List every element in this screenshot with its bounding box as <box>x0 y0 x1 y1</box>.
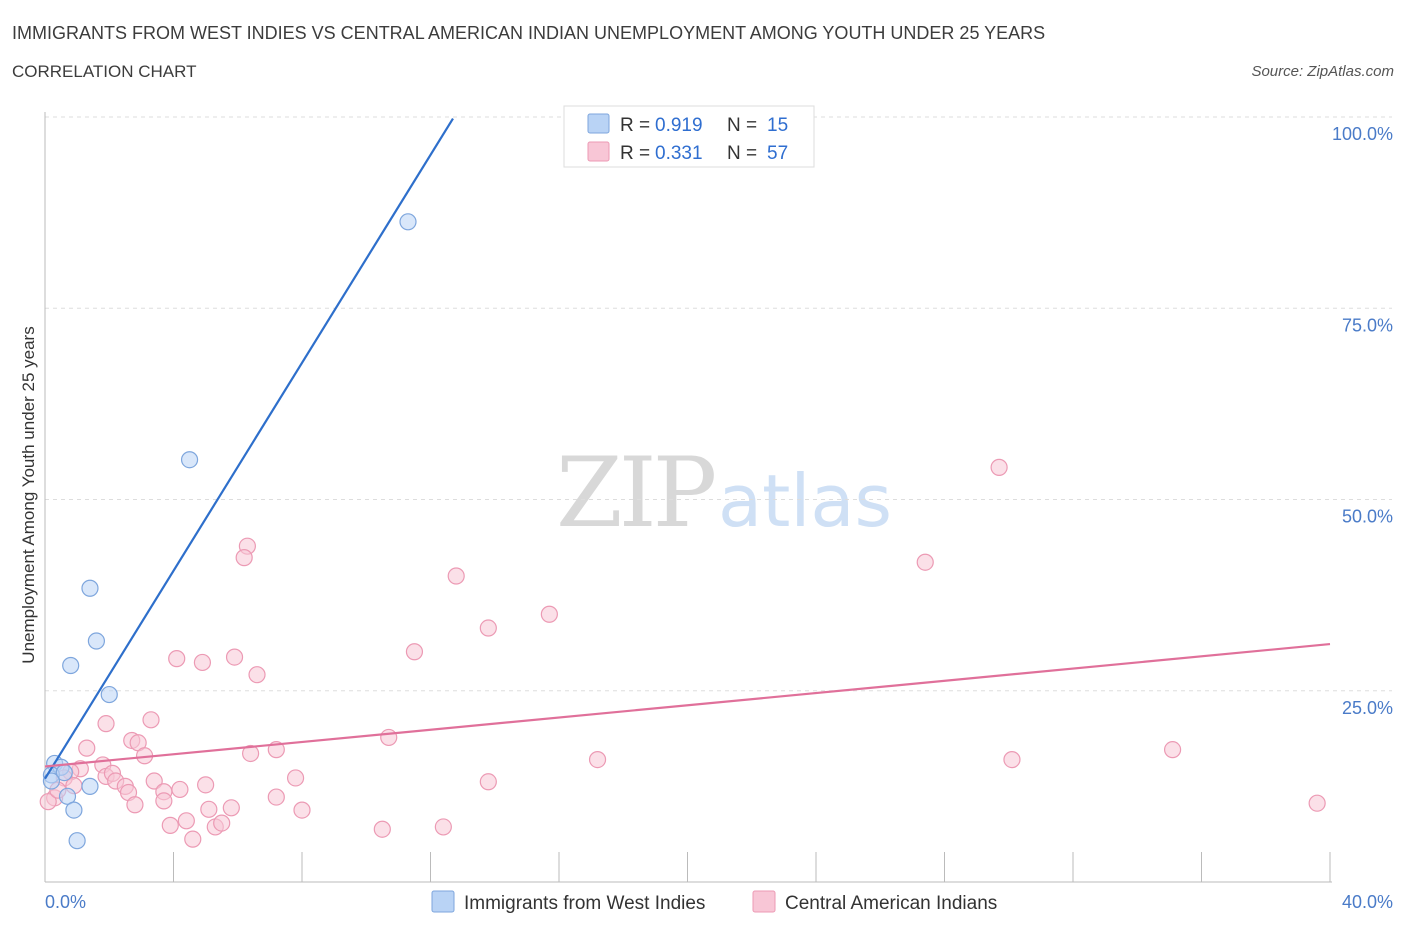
pink-point-11 <box>248 666 266 684</box>
legend-r-value-1: 0.919 <box>655 115 703 136</box>
series-legend-label-blue: Immigrants from West Indies <box>464 893 705 914</box>
y-tick-labels: 25.0% 50.0% 75.0% 100.0% <box>1332 124 1393 718</box>
pink-point-51 <box>373 820 391 838</box>
watermark-zip: ZIP <box>556 437 715 549</box>
pink-point-48 <box>161 816 179 834</box>
legend-swatch-blue <box>587 113 610 134</box>
pink-point-23 <box>1163 741 1182 759</box>
pink-point-52 <box>434 818 452 836</box>
pink-point-42 <box>155 792 173 810</box>
pink-point-41 <box>286 769 305 787</box>
pink-point-43 <box>126 796 144 814</box>
axes <box>44 112 1332 883</box>
x-tick-label-max: 40.0% <box>1342 892 1393 912</box>
pink-point-31 <box>145 772 163 790</box>
pink-point-13 <box>97 715 115 733</box>
pink-point-4 <box>447 567 465 585</box>
series-legend-swatch-pink <box>752 890 776 913</box>
legend-n-value-2: 57 <box>767 143 788 164</box>
pink-point-45 <box>222 799 240 817</box>
y-tick-label-50: 50.0% <box>1342 507 1393 527</box>
blue-point-1 <box>180 451 199 469</box>
trend-line-blue <box>44 117 454 780</box>
pink-point-35 <box>171 780 189 799</box>
trend-line-pink <box>44 642 1331 768</box>
x-tick-labels: 0.0% 40.0% <box>45 892 1393 912</box>
pink-point-21 <box>588 750 607 769</box>
x-tick-label-min: 0.0% <box>45 892 86 912</box>
blue-point-5 <box>100 685 118 704</box>
grid-lines <box>45 116 1392 692</box>
pink-point-9 <box>168 650 186 668</box>
trend-lines <box>44 117 1331 780</box>
pink-point-0 <box>990 458 1008 476</box>
pink-point-7 <box>405 643 424 661</box>
blue-point-3 <box>87 632 106 650</box>
legend-n-label-2: N = <box>727 143 757 164</box>
pink-point-16 <box>380 728 398 747</box>
pink-point-3 <box>916 553 934 571</box>
series-legend-label-pink: Central American Indians <box>785 893 997 914</box>
y-tick-label-25: 25.0% <box>1342 698 1393 718</box>
series-legend-swatch-blue <box>431 890 455 913</box>
legend-r-label-1: R = <box>620 115 650 136</box>
pink-point-10 <box>193 653 212 672</box>
pink-point-5 <box>540 605 558 623</box>
chart-source: Source: ZipAtlas.com <box>1251 63 1394 80</box>
pink-point-34 <box>197 776 215 794</box>
pink-point-53 <box>184 830 202 848</box>
series-legend: Immigrants from West Indies Central Amer… <box>431 890 997 914</box>
pink-point-44 <box>200 800 218 818</box>
legend-n-label-1: N = <box>727 115 757 136</box>
chart-subtitle: CORRELATION CHART <box>12 62 197 81</box>
watermark-atlas: atlas <box>718 459 892 543</box>
blue-point-0 <box>399 213 417 231</box>
y-tick-label-100: 100.0% <box>1332 124 1393 144</box>
pink-point-55 <box>39 793 57 811</box>
pink-point-22 <box>1003 750 1021 769</box>
pink-point-12 <box>142 711 160 729</box>
blue-point-10 <box>81 777 99 795</box>
series-central-american-indians-points <box>39 458 1326 848</box>
pink-point-17 <box>78 739 96 757</box>
pink-point-40 <box>479 773 497 791</box>
blue-point-12 <box>58 787 77 805</box>
legend-r-label-2: R = <box>620 143 650 164</box>
legend-n-value-1: 15 <box>767 115 788 136</box>
blue-point-11 <box>42 772 61 790</box>
pink-point-54 <box>1308 794 1326 812</box>
blue-point-13 <box>65 801 83 819</box>
pink-point-19 <box>242 744 260 763</box>
y-axis-label: Unemployment Among Youth under 25 years <box>19 326 38 663</box>
chart-title: IMMIGRANTS FROM WEST INDIES VS CENTRAL A… <box>12 23 1045 43</box>
series-immigrants-west-indies-points <box>42 213 417 850</box>
blue-point-14 <box>68 832 86 850</box>
y-tick-label-75: 75.0% <box>1342 315 1393 335</box>
blue-point-4 <box>62 656 80 675</box>
blue-point-2 <box>81 579 99 597</box>
pink-point-46 <box>293 801 311 819</box>
pink-point-6 <box>479 619 497 637</box>
stats-legend: R = 0.919 N = 15 R = 0.331 N = 57 <box>563 105 815 168</box>
pink-point-8 <box>225 648 244 666</box>
pink-point-47 <box>177 812 195 830</box>
pink-point-50 <box>213 814 231 832</box>
legend-r-value-2: 0.331 <box>655 143 703 164</box>
legend-swatch-pink <box>587 141 610 162</box>
pink-point-38 <box>267 788 285 806</box>
pink-point-2 <box>235 549 253 567</box>
